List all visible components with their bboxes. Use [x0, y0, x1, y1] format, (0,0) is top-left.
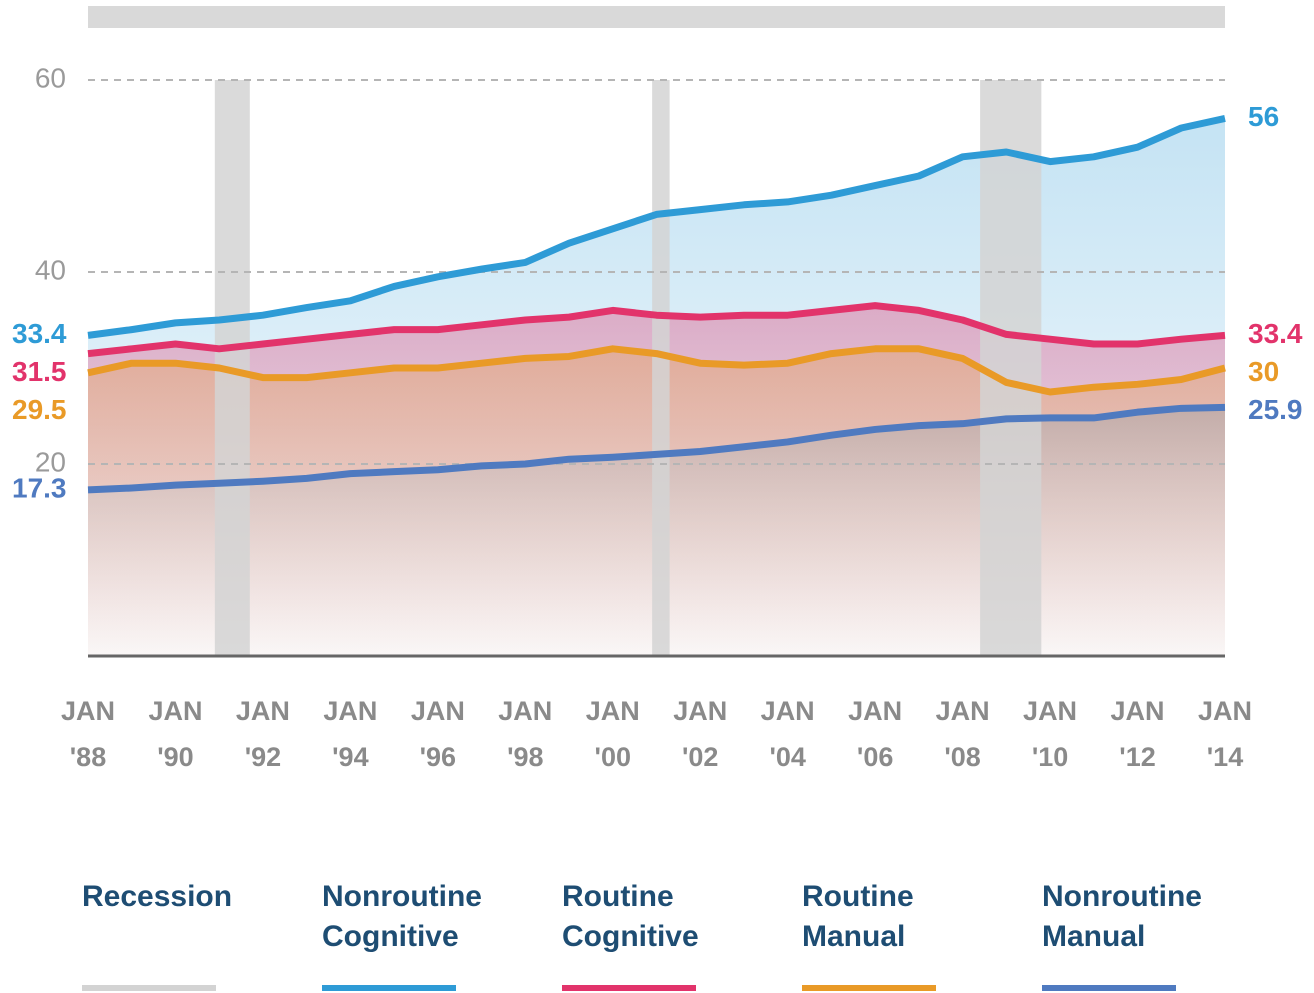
x-tick-label: JAN '12 [1110, 696, 1165, 772]
line [87, 403, 1226, 494]
x-tick-label: JAN '06 [848, 696, 903, 772]
legend-label: Routine Manual [802, 880, 914, 953]
end-label: 25.9 [1248, 394, 1303, 425]
x-tick-label: JAN '90 [148, 696, 203, 772]
x-tick-label: JAN '00 [585, 696, 640, 772]
recession-band [652, 80, 670, 656]
start-label: 17.3 [12, 472, 67, 503]
x-tick-label: JAN '96 [410, 696, 465, 772]
recession-band [980, 80, 1042, 656]
legend-swatch [802, 985, 936, 991]
end-label: 56 [1248, 101, 1279, 132]
legend-label: Routine Cognitive [562, 880, 699, 953]
line [87, 345, 1226, 396]
x-tick-label: JAN '92 [235, 696, 290, 772]
top-bar [88, 6, 1225, 28]
y-tick-label: 40 [35, 254, 66, 285]
start-label: 33.4 [12, 318, 67, 349]
x-tick-label: JAN '98 [498, 696, 553, 772]
start-label: 29.5 [12, 394, 67, 425]
x-tick-label: JAN '88 [60, 696, 115, 772]
x-tick-label: JAN '10 [1023, 696, 1078, 772]
start-label: 31.5 [12, 356, 67, 387]
line [87, 114, 1226, 339]
legend-swatch [1042, 985, 1176, 991]
x-tick-label: JAN '02 [673, 696, 728, 772]
end-label: 30 [1248, 356, 1279, 387]
y-tick-label: 60 [35, 62, 66, 93]
x-tick-label: JAN '08 [935, 696, 990, 772]
legend-swatch [562, 985, 696, 991]
line [87, 302, 1226, 358]
legend-swatch [82, 985, 216, 991]
x-tick-label: JAN '14 [1197, 696, 1252, 772]
y-tick-label: 20 [35, 446, 66, 477]
legend-label: Nonroutine Manual [1042, 880, 1202, 953]
legend-swatch [322, 985, 456, 991]
x-tick-label: JAN '94 [323, 696, 378, 772]
x-tick-label: JAN '04 [760, 696, 815, 772]
legend-label: Nonroutine Cognitive [322, 880, 482, 953]
legend-label: Recession [82, 880, 233, 913]
end-label: 33.4 [1248, 318, 1303, 349]
